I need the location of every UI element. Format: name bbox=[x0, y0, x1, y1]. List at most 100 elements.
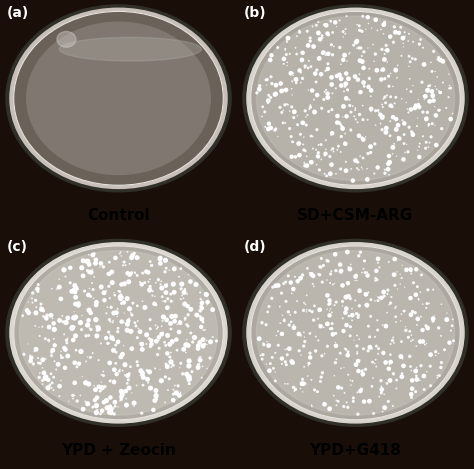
Point bbox=[294, 121, 301, 129]
Point bbox=[381, 93, 389, 101]
Point bbox=[89, 251, 97, 259]
Point bbox=[296, 28, 303, 36]
Point bbox=[167, 354, 174, 361]
Point bbox=[171, 318, 178, 325]
Point bbox=[329, 281, 337, 288]
Point bbox=[203, 337, 210, 344]
Point bbox=[415, 143, 423, 151]
Point bbox=[187, 329, 195, 337]
Point bbox=[319, 369, 326, 377]
Point bbox=[346, 265, 354, 273]
Point bbox=[306, 349, 314, 357]
Point bbox=[347, 261, 355, 268]
Point bbox=[70, 308, 78, 316]
Point bbox=[342, 70, 350, 77]
Point bbox=[291, 108, 298, 115]
Point bbox=[157, 377, 165, 385]
Point bbox=[412, 342, 420, 350]
Point bbox=[146, 286, 154, 294]
Point bbox=[427, 382, 434, 389]
Point bbox=[446, 82, 453, 89]
Point bbox=[336, 16, 344, 24]
Point bbox=[356, 286, 363, 294]
Point bbox=[337, 82, 345, 89]
Point bbox=[155, 345, 163, 352]
Point bbox=[422, 138, 430, 146]
Point bbox=[354, 348, 361, 356]
Point bbox=[131, 319, 138, 326]
Point bbox=[154, 351, 161, 358]
Point bbox=[87, 293, 95, 300]
Point bbox=[362, 25, 370, 33]
Point bbox=[63, 339, 71, 347]
Point bbox=[330, 372, 338, 379]
Point bbox=[128, 345, 136, 352]
Point bbox=[416, 140, 424, 147]
Point bbox=[282, 358, 289, 366]
Point bbox=[100, 372, 107, 379]
Point bbox=[78, 326, 85, 333]
Point bbox=[107, 394, 114, 401]
Point bbox=[366, 343, 374, 351]
Point bbox=[116, 250, 124, 257]
Point bbox=[328, 90, 336, 97]
Point bbox=[361, 269, 369, 276]
Point bbox=[297, 332, 305, 340]
Point bbox=[58, 312, 66, 319]
Point bbox=[118, 299, 126, 306]
Point bbox=[317, 141, 325, 148]
Point bbox=[426, 139, 433, 146]
Point bbox=[276, 303, 283, 310]
Point bbox=[40, 307, 47, 315]
Point bbox=[292, 79, 300, 87]
Circle shape bbox=[14, 246, 223, 419]
Point bbox=[445, 70, 453, 78]
Point bbox=[282, 346, 289, 353]
Point bbox=[106, 295, 114, 302]
Point bbox=[272, 125, 280, 133]
Point bbox=[278, 289, 285, 297]
Point bbox=[299, 119, 307, 127]
Point bbox=[111, 291, 118, 299]
Point bbox=[324, 257, 332, 265]
Point bbox=[119, 367, 127, 374]
Point bbox=[382, 99, 390, 106]
Point bbox=[358, 367, 366, 375]
Point bbox=[93, 332, 100, 340]
Point bbox=[93, 299, 100, 306]
Point bbox=[58, 354, 65, 361]
Point bbox=[294, 151, 301, 159]
Point bbox=[94, 324, 102, 332]
Point bbox=[43, 374, 50, 381]
Point bbox=[177, 295, 184, 303]
Point bbox=[173, 320, 181, 328]
Point bbox=[410, 279, 417, 287]
Point bbox=[374, 294, 382, 301]
Point bbox=[114, 403, 122, 410]
Point bbox=[138, 340, 146, 348]
Point bbox=[278, 330, 286, 338]
Point bbox=[331, 359, 339, 366]
Point bbox=[310, 96, 318, 103]
Point bbox=[197, 302, 205, 310]
Point bbox=[197, 323, 205, 331]
Point bbox=[105, 283, 113, 290]
Point bbox=[196, 356, 204, 364]
Point bbox=[128, 311, 136, 319]
Point bbox=[368, 344, 376, 352]
Point bbox=[403, 141, 410, 148]
Point bbox=[315, 154, 322, 161]
Point bbox=[375, 108, 383, 116]
Point bbox=[105, 270, 113, 278]
Point bbox=[409, 131, 417, 138]
Point bbox=[27, 358, 34, 365]
Point bbox=[318, 373, 325, 381]
Point bbox=[145, 379, 152, 386]
Point bbox=[36, 332, 44, 340]
Point bbox=[139, 297, 146, 305]
Point bbox=[414, 114, 421, 122]
Point bbox=[46, 323, 53, 331]
Point bbox=[327, 325, 334, 333]
Point bbox=[151, 365, 159, 372]
Point bbox=[325, 31, 332, 39]
